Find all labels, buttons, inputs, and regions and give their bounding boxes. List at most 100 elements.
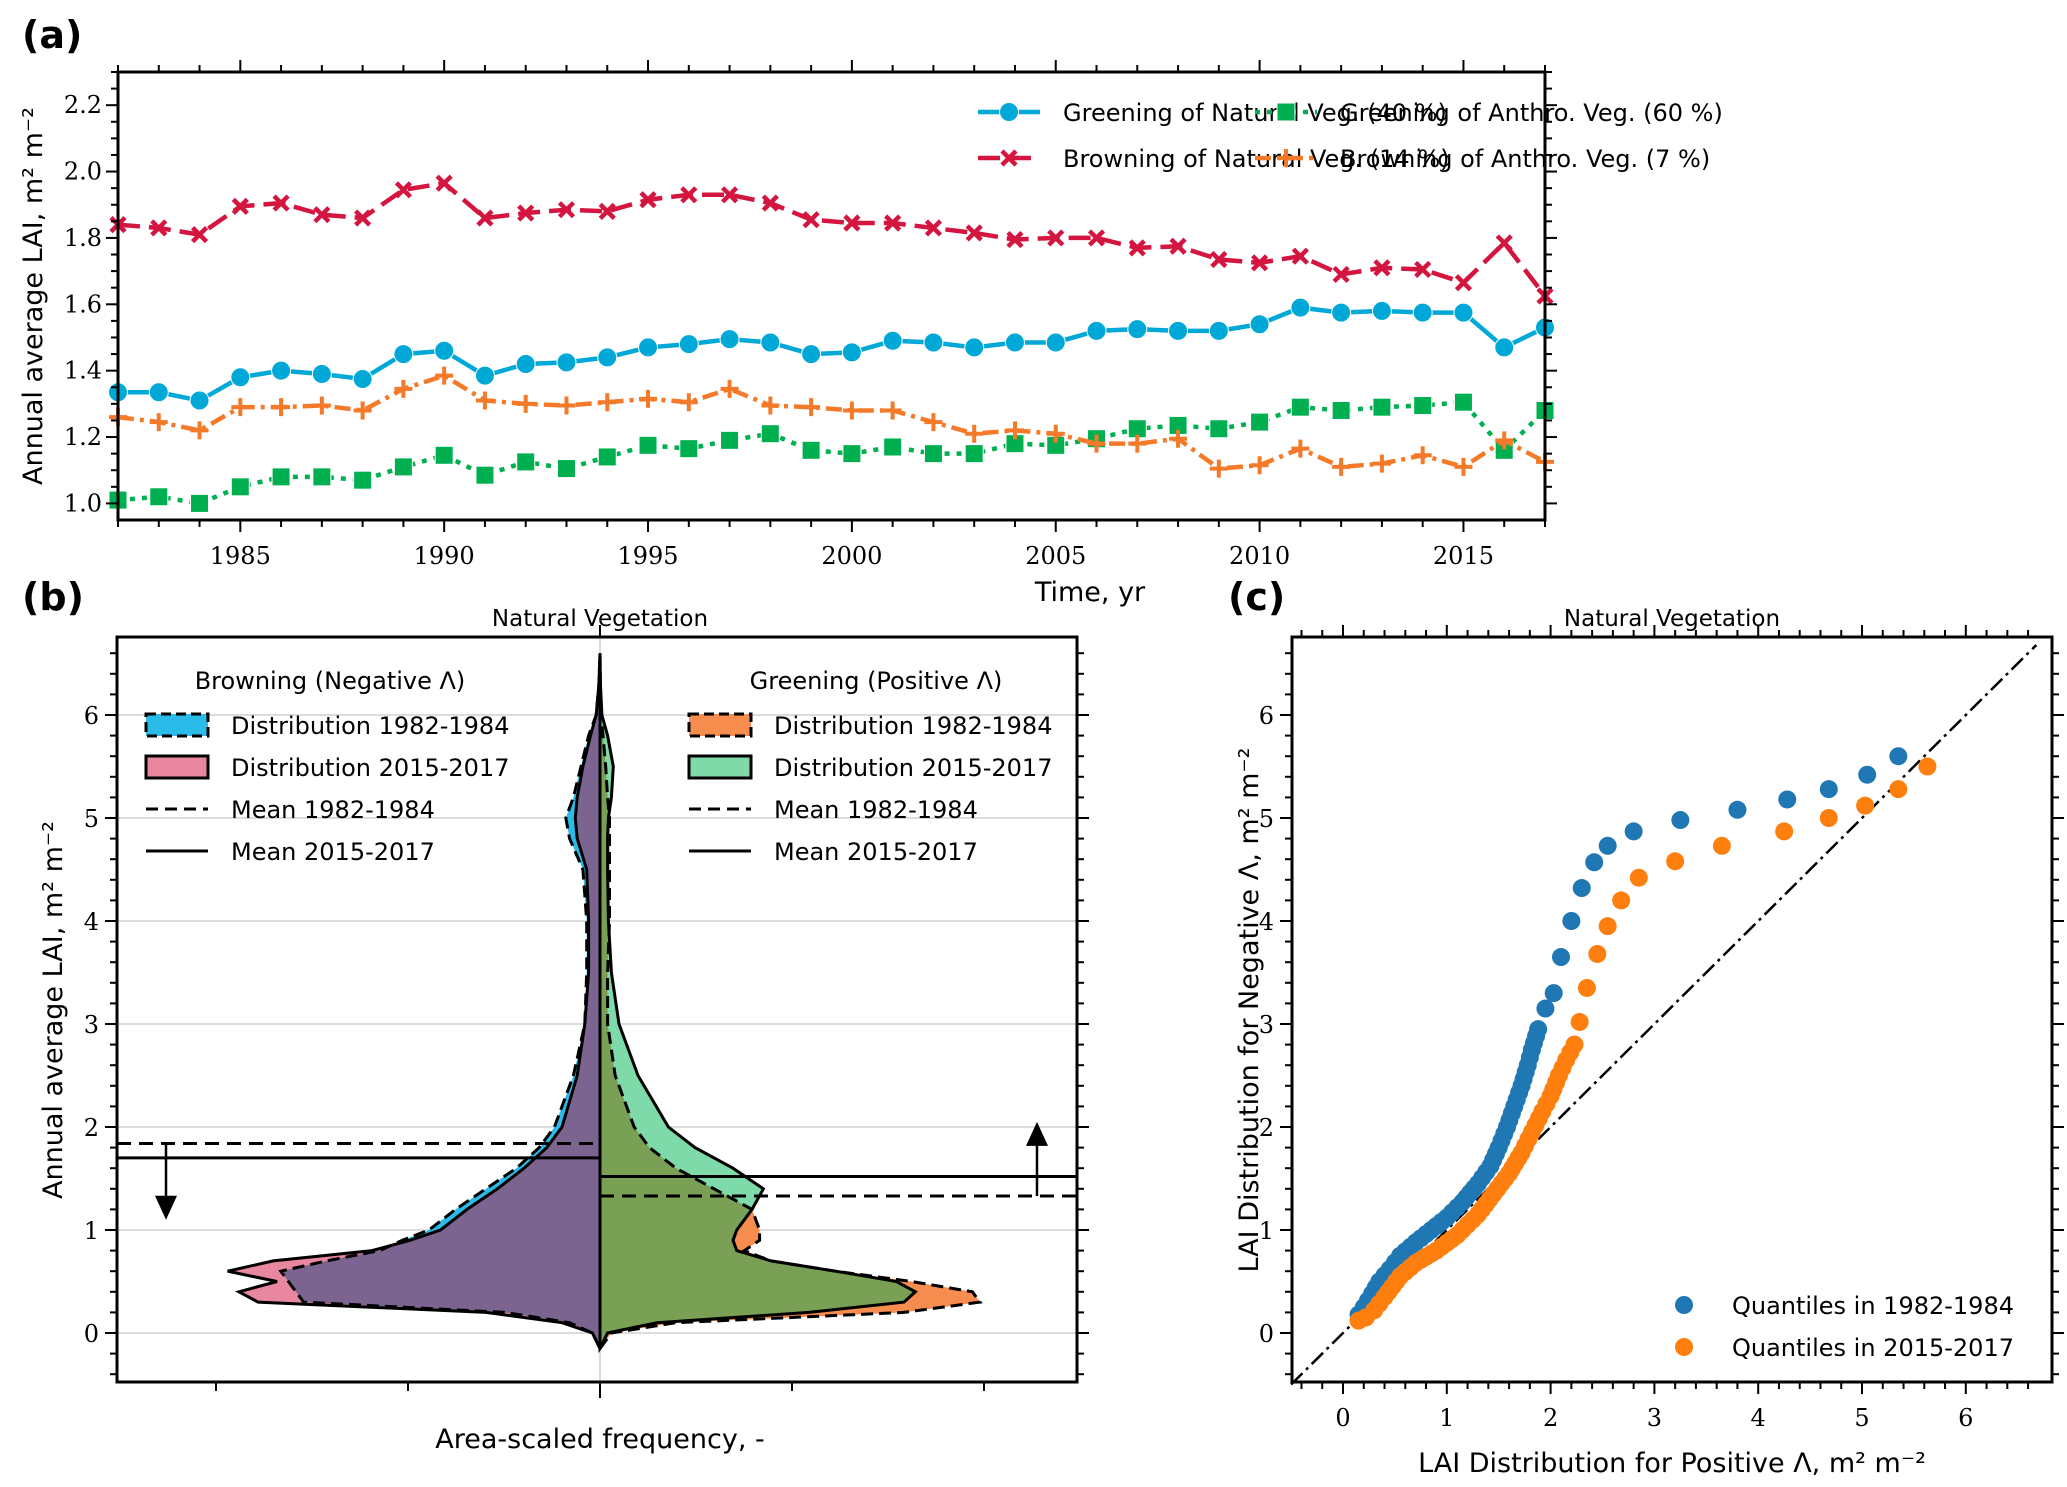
data-point — [475, 391, 494, 410]
data-point-stroke — [924, 413, 943, 432]
data-point-stroke — [720, 186, 739, 204]
legend-label: Distribution 1982-1984 — [774, 712, 1052, 740]
panel-c-axes: 0 1 2 3 4 5 6 0 1 2 3 4 5 6 — [1259, 625, 2064, 1432]
quantile-point — [1819, 809, 1838, 827]
y-tick-label: 1.2 — [64, 423, 102, 451]
quantile-point — [1489, 1138, 1508, 1157]
quantile-point — [1391, 1246, 1410, 1265]
quantile-point — [1858, 765, 1877, 784]
data-point — [1005, 421, 1024, 440]
quantile-point — [1588, 944, 1607, 963]
data-point-stroke — [1414, 260, 1432, 279]
panel-label-c: (c) — [1228, 575, 1285, 619]
data-point — [515, 354, 536, 375]
quantile-point — [1612, 891, 1631, 910]
data-point — [1453, 302, 1474, 323]
data-point — [1251, 254, 1269, 272]
quantile-point — [1406, 1253, 1425, 1272]
y-tick-label: 0 — [1259, 1320, 1274, 1348]
data-point — [272, 194, 290, 212]
quantile-point — [1549, 1066, 1568, 1085]
y-tick-label: 6 — [1259, 702, 1274, 730]
x-tick-label: 2000 — [821, 542, 882, 570]
quantile-point — [1536, 999, 1555, 1018]
x-tick-label: 2010 — [1229, 542, 1290, 570]
data-point — [761, 194, 779, 212]
panel-c-points — [1290, 644, 2038, 1386]
panel-c-x-axis-label: LAI Distribution for Positive Λ, m² m⁻² — [1418, 1448, 1926, 1479]
data-point-stroke — [190, 421, 209, 440]
quantile-point — [1671, 811, 1690, 830]
data-point-stroke — [761, 396, 780, 415]
quantile-point — [1562, 912, 1581, 930]
series-line-2 — [117, 399, 1547, 506]
data-point — [231, 197, 249, 215]
data-point — [271, 360, 292, 381]
quantile-point — [1598, 836, 1617, 855]
x-tick-label: 1985 — [210, 542, 271, 570]
quantile-point — [1522, 1123, 1541, 1142]
x-tick-label: 6 — [1958, 1404, 1973, 1432]
data-point — [882, 330, 903, 351]
data-point-stroke — [1332, 457, 1351, 476]
y-tick-label: 1 — [84, 1217, 99, 1245]
quantile-point — [1512, 1076, 1531, 1095]
legend-label: Greening of Anthro. Veg. (60 %) — [1340, 99, 1723, 127]
data-point — [924, 219, 943, 237]
panel-c-y-axis-label: LAI Distribution for Negative Λ, m² m⁻² — [1234, 748, 1265, 1273]
data-point — [1412, 302, 1433, 323]
panel-b-violin-chart: 0 1 2 3 4 5 6 Browning (Negative Λ) Distributio… — [38, 606, 1089, 1455]
data-point — [924, 413, 943, 432]
data-point — [719, 329, 740, 350]
data-point-stroke — [884, 214, 902, 232]
data-point-stroke — [516, 394, 535, 413]
data-point-stroke — [1454, 457, 1473, 476]
data-point — [1291, 439, 1310, 458]
quantile-point — [1572, 879, 1591, 898]
series-line-1 — [117, 180, 1547, 298]
data-point — [1494, 337, 1515, 358]
data-point-stroke — [231, 197, 249, 215]
violin-outline-greening-2015-2017 — [598, 653, 918, 1350]
data-point-stroke — [1209, 459, 1228, 478]
panel-b-axes: 0 1 2 3 4 5 6 — [84, 625, 1089, 1398]
x-tick-label: 0 — [1335, 1404, 1350, 1432]
legend-greening: Greening (Positive Λ) Distribution 1982-1… — [687, 667, 1052, 866]
data-point-stroke — [598, 202, 616, 220]
data-point — [1290, 297, 1311, 318]
data-point — [230, 367, 251, 388]
violin-outline-browning-1982-1984 — [278, 653, 602, 1350]
quantile-point — [1778, 790, 1797, 809]
data-point — [1004, 332, 1025, 353]
data-point-stroke — [679, 393, 698, 412]
data-point-stroke — [965, 224, 983, 242]
trend-arrow-up-head — [1026, 1121, 1048, 1146]
data-point — [190, 226, 209, 244]
data-point — [150, 219, 168, 237]
data-point — [598, 393, 617, 412]
data-point — [312, 396, 331, 415]
data-point-stroke — [394, 181, 412, 199]
data-point — [761, 396, 780, 415]
data-point — [353, 401, 372, 420]
panel-a-y-axis-label: Annual average LAI, m² m⁻² — [18, 107, 49, 485]
series-line-0 — [118, 305, 1546, 403]
legend-label: Distribution 2015-2017 — [231, 754, 509, 782]
data-point — [190, 493, 210, 513]
legend-title: Browning (Negative Λ) — [195, 667, 466, 695]
data-point-stroke — [1372, 454, 1391, 473]
data-point — [393, 344, 414, 365]
data-point-stroke — [639, 389, 658, 408]
data-point-stroke — [190, 226, 209, 244]
legend-marker-stroke — [1000, 149, 1018, 167]
panel-b-y-axis-label: Annual average LAI, m² m⁻² — [38, 821, 69, 1199]
data-point — [1169, 237, 1187, 255]
legend-patch — [687, 712, 753, 738]
data-point — [1046, 424, 1065, 443]
panel-c-title: Natural Vegetation — [1564, 606, 1780, 632]
y-tick-label: 2.2 — [64, 91, 102, 119]
data-point-stroke — [1047, 229, 1065, 247]
data-point — [884, 214, 902, 232]
data-point — [516, 394, 535, 413]
data-point — [190, 421, 209, 440]
